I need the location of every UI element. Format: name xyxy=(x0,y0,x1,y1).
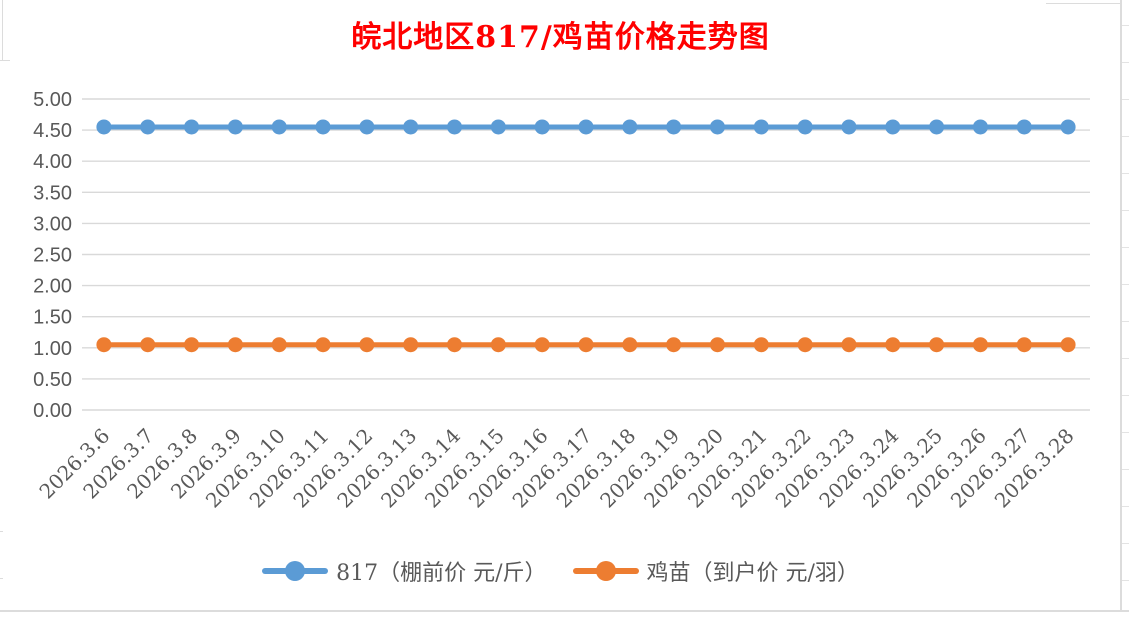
data-point-marker xyxy=(403,119,419,135)
spreadsheet-row-tick-right xyxy=(1122,395,1129,396)
spreadsheet-row-tick-left xyxy=(0,531,3,532)
spreadsheet-row-tick-right xyxy=(1122,25,1129,26)
spreadsheet-row-tick-right xyxy=(1122,284,1129,285)
data-point-marker xyxy=(797,119,813,135)
spreadsheet-row-tick-right xyxy=(1122,247,1129,248)
y-axis-tick-label: 0.50 xyxy=(33,369,72,391)
data-point-marker xyxy=(622,337,638,353)
data-point-marker xyxy=(96,119,112,135)
y-axis-tick-label: 3.00 xyxy=(33,213,72,235)
y-axis-tick-label: 2.00 xyxy=(33,276,72,298)
y-axis-tick-label: 1.50 xyxy=(33,307,72,329)
y-axis-tick-label: 0.00 xyxy=(33,400,72,422)
data-point-marker xyxy=(753,119,769,135)
y-axis-tick-label: 3.50 xyxy=(33,182,72,204)
spreadsheet-row-tick-right xyxy=(1122,210,1129,211)
data-point-marker xyxy=(227,119,243,135)
data-point-marker xyxy=(1060,119,1076,135)
spreadsheet-row-tick-right xyxy=(1122,580,1129,581)
data-point-marker xyxy=(271,119,287,135)
legend: 817（棚前价 元/斤） 鸡苗（到户价 元/羽） xyxy=(0,554,1121,588)
data-point-marker xyxy=(227,337,243,353)
data-point-marker xyxy=(447,337,463,353)
data-point-marker xyxy=(534,119,550,135)
data-point-marker xyxy=(797,337,813,353)
data-point-marker xyxy=(972,119,988,135)
data-point-marker xyxy=(490,337,506,353)
data-point-marker xyxy=(359,119,375,135)
data-point-marker xyxy=(534,337,550,353)
spreadsheet-row-tick-right xyxy=(1122,321,1129,322)
data-point-marker xyxy=(709,337,725,353)
legend-marker-icon xyxy=(262,561,329,581)
data-point-marker xyxy=(140,337,156,353)
spreadsheet-row-tick-right xyxy=(1122,358,1129,359)
spreadsheet-row-tick-right xyxy=(1122,173,1129,174)
data-point-marker xyxy=(96,337,112,353)
spreadsheet-row-line-top xyxy=(1046,3,1121,4)
data-point-marker xyxy=(885,119,901,135)
legend-marker-icon xyxy=(572,561,639,581)
data-point-marker xyxy=(622,119,638,135)
data-point-marker xyxy=(490,119,506,135)
spreadsheet-row-tick-left xyxy=(0,60,10,61)
data-point-marker xyxy=(1016,337,1032,353)
data-point-marker xyxy=(578,119,594,135)
legend-item-1: 鸡苗（到户价 元/羽） xyxy=(572,555,859,587)
data-point-marker xyxy=(315,337,331,353)
data-point-marker xyxy=(271,337,287,353)
spreadsheet-row-tick-right xyxy=(1122,62,1129,63)
data-point-marker xyxy=(184,337,200,353)
data-point-marker xyxy=(1060,337,1076,353)
spreadsheet-row-tick-right xyxy=(1122,99,1129,100)
y-axis-tick-label: 4.50 xyxy=(33,120,72,142)
spreadsheet-row-tick-right xyxy=(1122,506,1129,507)
data-point-marker xyxy=(315,119,331,135)
y-axis-tick-label: 2.50 xyxy=(33,245,72,267)
legend-label: 鸡苗（到户价 元/羽） xyxy=(646,561,859,586)
spreadsheet-row-tick-right xyxy=(1122,469,1129,470)
data-point-marker xyxy=(841,337,857,353)
data-point-marker xyxy=(578,337,594,353)
chart-title: 皖北地区817/鸡苗价格走势图 xyxy=(351,20,770,55)
data-point-marker xyxy=(929,337,945,353)
spreadsheet-row-tick-left xyxy=(0,578,3,579)
data-point-marker xyxy=(184,119,200,135)
y-axis-tick-label: 5.00 xyxy=(33,89,72,111)
spreadsheet-row-line-bottom xyxy=(0,610,1129,612)
data-point-marker xyxy=(841,119,857,135)
data-point-marker xyxy=(447,119,463,135)
data-point-marker xyxy=(140,119,156,135)
data-point-marker xyxy=(666,119,682,135)
y-axis-tick-label: 4.00 xyxy=(33,151,72,173)
spreadsheet-column-line-left xyxy=(2,0,3,60)
data-point-marker xyxy=(709,119,725,135)
data-point-marker xyxy=(1016,119,1032,135)
spreadsheet-row-tick-right xyxy=(1122,543,1129,544)
data-point-marker xyxy=(666,337,682,353)
data-point-marker xyxy=(359,337,375,353)
legend-item-0: 817（棚前价 元/斤） xyxy=(262,555,547,587)
data-point-marker xyxy=(885,337,901,353)
spreadsheet-row-tick-right xyxy=(1122,136,1129,137)
data-point-marker xyxy=(753,337,769,353)
data-point-marker xyxy=(403,337,419,353)
data-point-marker xyxy=(929,119,945,135)
legend-label: 817（棚前价 元/斤） xyxy=(336,561,547,586)
y-axis-tick-label: 1.00 xyxy=(33,338,72,360)
spreadsheet-row-tick-right xyxy=(1122,432,1129,433)
spreadsheet-column-line-right xyxy=(1120,0,1122,611)
data-point-marker xyxy=(972,337,988,353)
